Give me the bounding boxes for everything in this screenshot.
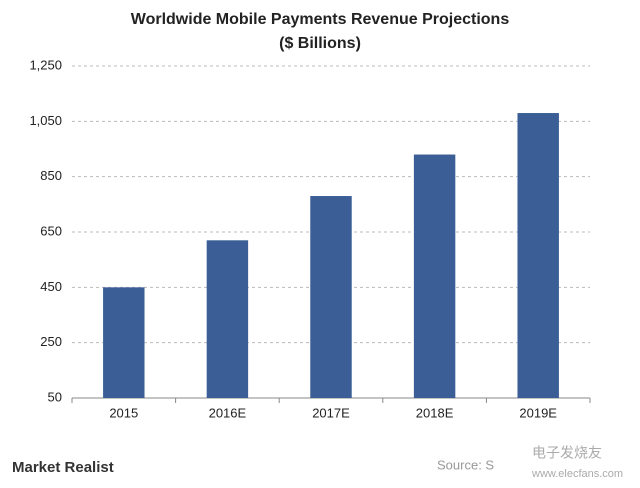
y-tick-label: 250 <box>40 334 62 349</box>
x-tick-label: 2019E <box>519 405 557 420</box>
y-tick-label: 50 <box>48 389 62 404</box>
brand: Market Realist <box>12 459 114 476</box>
bar <box>103 287 145 398</box>
watermark-url: www.elecfans.com <box>531 468 623 480</box>
y-tick-label: 450 <box>40 279 62 294</box>
bar <box>517 113 559 399</box>
x-tick-label: 2018E <box>416 405 454 420</box>
source: Source: S <box>437 457 494 472</box>
bar <box>413 154 456 398</box>
x-tick-label: 2015 <box>109 405 138 420</box>
watermark-name: 电子发烧友 <box>532 445 602 461</box>
y-tick-label: 850 <box>40 168 62 183</box>
x-tick-label: 2017E <box>312 405 350 420</box>
y-tick-label: 1,250 <box>29 57 62 72</box>
chart-subtitle: ($ Billions) <box>279 35 361 52</box>
y-tick-label: 1,050 <box>29 113 62 128</box>
x-tick-label: 2016E <box>209 405 247 420</box>
bar <box>206 240 249 398</box>
chart-title: Worldwide Mobile Payments Revenue Projec… <box>131 11 510 28</box>
bar <box>310 196 352 398</box>
y-tick-label: 650 <box>40 223 62 238</box>
